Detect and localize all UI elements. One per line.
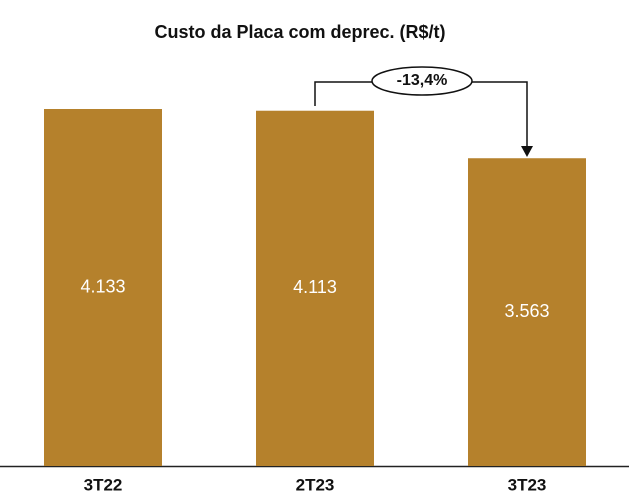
chart-title: Custo da Placa com deprec. (R$/t) bbox=[154, 22, 445, 42]
bar bbox=[468, 158, 586, 467]
bar bbox=[44, 109, 162, 466]
x-tick-label: 3T23 bbox=[508, 475, 547, 494]
arrow-head bbox=[521, 146, 533, 157]
annotation-label: -13,4% bbox=[397, 72, 448, 89]
value-label: 3.563 bbox=[504, 301, 549, 321]
value-label: 4.113 bbox=[293, 277, 337, 297]
annotation-ellipse bbox=[371, 66, 473, 96]
bar bbox=[256, 110, 374, 466]
value-label: 4.133 bbox=[80, 276, 125, 296]
annotation-connector bbox=[314, 81, 372, 106]
x-tick-label: 2T23 bbox=[296, 475, 335, 494]
annotation-arrow bbox=[472, 81, 528, 148]
x-tick-label: 3T22 bbox=[84, 475, 123, 494]
